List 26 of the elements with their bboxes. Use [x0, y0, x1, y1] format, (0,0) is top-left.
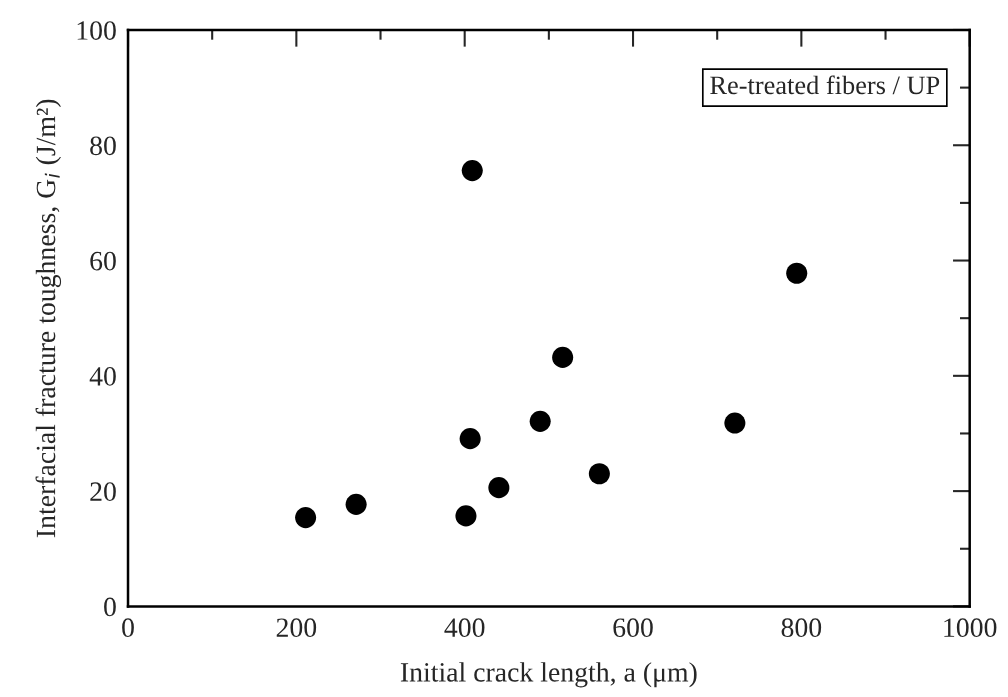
y-tick-label: 20 — [90, 482, 116, 502]
point — [488, 477, 510, 499]
x-tick-label: 600 — [613, 618, 653, 638]
y-tick-label: 0 — [104, 597, 116, 617]
y-tick-label: 60 — [90, 251, 116, 271]
point — [455, 505, 477, 527]
point — [345, 493, 367, 515]
point — [459, 428, 481, 450]
point — [724, 412, 746, 434]
point — [552, 346, 574, 368]
y-tick-label: 80 — [90, 136, 116, 156]
point — [588, 463, 610, 485]
y-axis-title: Interfacial fracture toughness, G$_{i}$ (J/m²) — [35, 99, 62, 538]
point — [295, 507, 317, 529]
x-tick-label: 200 — [276, 618, 317, 638]
x-axis-title: Initial crack length, a (μm) — [400, 662, 697, 688]
x-tick-label: 800 — [781, 618, 822, 638]
annotation: Re-treated fibers / UP — [710, 75, 940, 95]
x-tick-label: 1000 — [944, 618, 997, 638]
x-tick-label: 400 — [444, 618, 485, 638]
point — [461, 160, 483, 182]
x-tick-label: 0 — [122, 618, 134, 638]
y-tick-label: 40 — [89, 366, 116, 386]
y-tick-label: 100 — [77, 21, 116, 40]
point — [529, 410, 551, 432]
point — [786, 262, 808, 284]
